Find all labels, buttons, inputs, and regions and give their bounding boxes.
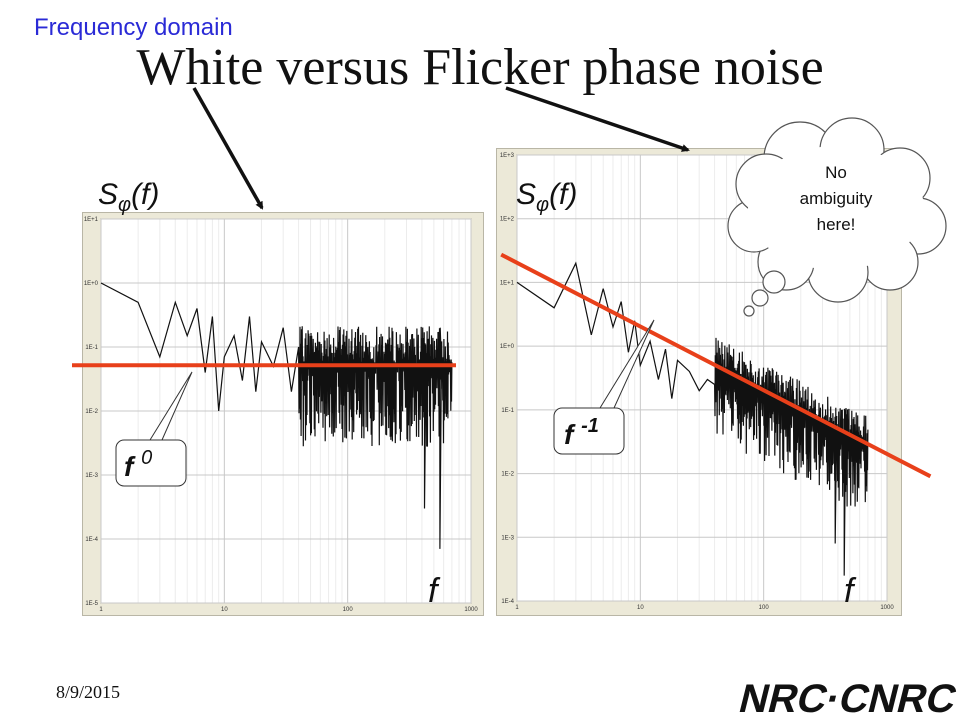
right-callout-box	[553, 407, 625, 455]
left-arrow	[192, 87, 264, 210]
left-callout-label: f 0	[124, 447, 152, 482]
left-callout-sup: 0	[141, 447, 152, 469]
y-tick-label: 1E-2	[501, 472, 514, 478]
y-tick-label: 1E-4	[85, 537, 98, 543]
y-tick-label: 1E-1	[501, 408, 514, 414]
y-tick-label: 1E+3	[500, 153, 515, 159]
y-tick-label: 1E-1	[85, 345, 98, 351]
x-tick-label: 1000	[464, 607, 478, 613]
left-ylabel-text: Sφ(f)	[98, 178, 160, 216]
right-callout-pointer	[599, 319, 655, 409]
right-fit-line	[500, 252, 932, 479]
phi-subscript: φ	[118, 194, 132, 216]
cloud-bubble	[751, 289, 769, 307]
y-tick-label: 1E+2	[500, 217, 515, 223]
y-tick-label: 1E+0	[500, 344, 515, 350]
topic-label: Frequency domain	[34, 14, 233, 41]
x-tick-label: 10	[221, 607, 228, 613]
right-arrow	[505, 86, 690, 152]
left-xlabel: f	[428, 572, 438, 610]
slide-title: White versus Flicker phase noise	[136, 39, 824, 96]
thought-cloud: No ambiguity here!	[727, 117, 947, 317]
y-tick-label: 1E-2	[85, 409, 98, 415]
right-callout: f -1	[553, 319, 655, 455]
slide-date: 8/9/2015	[56, 682, 121, 702]
y-tick-label: 1E+1	[500, 280, 515, 286]
right-callout-sup: -1	[581, 415, 599, 437]
x-tick-label: 1	[99, 607, 103, 613]
left-ylabel: Sφ(f)	[98, 178, 159, 217]
y-tick-label: 1E-5	[85, 601, 98, 607]
x-tick-label: 100	[759, 605, 770, 611]
y-tick-label: 1E-3	[501, 535, 514, 541]
right-xlabel: f	[844, 572, 854, 610]
left-callout: f 0	[115, 371, 193, 487]
x-tick-label: 1	[515, 605, 519, 611]
left-chart-panel: 1E+1 1E+0 1E-1 1E-2 1E-3 1E-4 1E-5 1 10 100 1000	[82, 212, 484, 616]
x-tick-label: 10	[637, 605, 644, 611]
nrc-logo: NRC·CNRC	[735, 676, 960, 720]
logo-text: NRC·CNRC	[735, 676, 960, 720]
y-tick-label: 1E+0	[84, 281, 99, 287]
cloud-bubble	[762, 270, 786, 294]
right-ylabel: Sφ(f)	[516, 178, 577, 217]
cloud-body	[748, 146, 924, 270]
cloud-bubble	[743, 305, 755, 317]
left-chart: 1E+1 1E+0 1E-1 1E-2 1E-3 1E-4 1E-51 10 100 1000	[84, 217, 479, 613]
x-tick-label: 100	[343, 607, 354, 613]
cloud-text-line: here!	[817, 215, 856, 234]
y-tick-label: 1E-3	[85, 473, 98, 479]
data-trace	[100, 282, 453, 549]
cloud-text-line: ambiguity	[800, 189, 873, 208]
y-tick-label: 1E-4	[501, 599, 514, 605]
y-tick-label: 1E+1	[84, 217, 99, 223]
left-callout-pointer	[149, 371, 193, 441]
left-callout-box	[115, 439, 187, 487]
phi-subscript: φ	[536, 194, 550, 216]
right-ylabel-text: Sφ(f)	[516, 178, 578, 216]
x-tick-label: 1000	[880, 605, 894, 611]
cloud-text-line: No	[825, 163, 847, 182]
